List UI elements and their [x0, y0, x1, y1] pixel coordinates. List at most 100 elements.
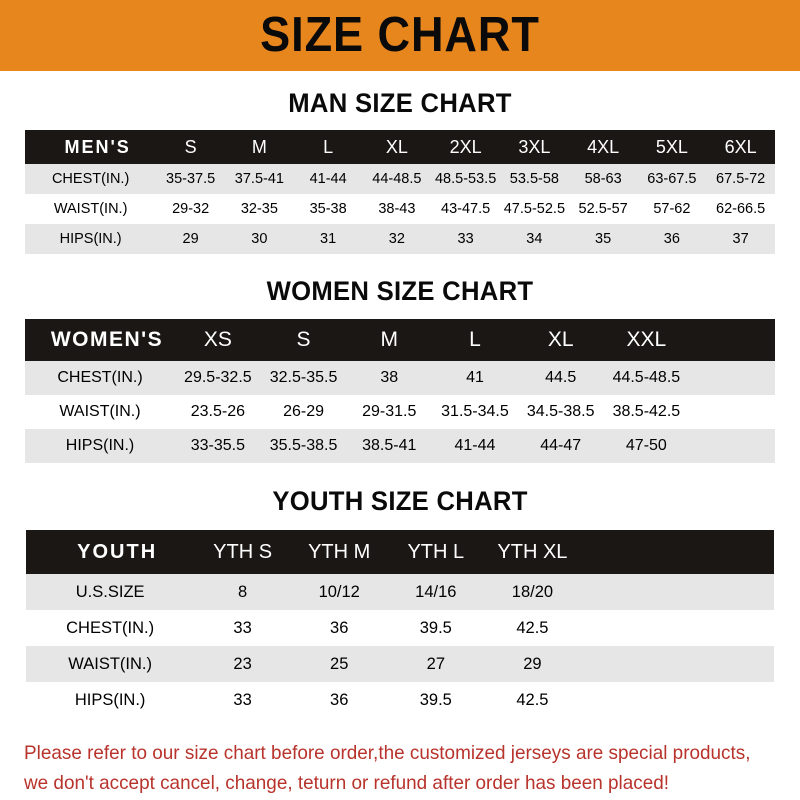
table-cell: 27 — [426, 654, 445, 673]
section-title-youth: YOUTH SIZE CHART — [272, 486, 528, 516]
youth-row-label: U.S.SIZE — [75, 582, 145, 601]
spacer — [0, 515, 800, 530]
order-policy-note-line-1: Please refer to our size chart before or… — [24, 742, 751, 764]
women-table-header-label: WOMEN'S — [25, 319, 175, 361]
table-cell: 43-47.5 — [441, 201, 491, 217]
table-cell: 41 — [466, 369, 484, 386]
table-cell: 18/20 — [511, 582, 554, 601]
table-row: WAIST(IN.) 23 25 27 29 — [26, 646, 774, 682]
table-cell: 29.5-32.5 — [184, 369, 252, 386]
men-size-header-4: XL — [362, 130, 432, 164]
table-cell-empty — [689, 361, 775, 395]
table-cell: 44.5 — [545, 369, 577, 386]
table-cell: 34.5-38.5 — [526, 403, 595, 420]
table-cell: 34 — [526, 231, 543, 247]
youth-size-table-wrap: YOUTH YTH S YTH M YTH L YTH XL U.S.SIZE 8 10/1… — [26, 530, 774, 718]
youth-row-label: HIPS(IN.) — [74, 690, 146, 709]
youth-table-header-label: YOUTH — [26, 530, 195, 574]
table-cell-empty — [677, 574, 774, 610]
table-cell: 35-37.5 — [166, 171, 216, 187]
men-table-header-row: MEN'S S M L XL 2XL 3XL 4XL 5XL 6XL — [25, 130, 775, 164]
table-cell: 36 — [330, 690, 349, 709]
table-cell: 31.5-34.5 — [441, 403, 509, 420]
section-youth: YOUTH SIZE CHART YOUTH YTH S YTH M YTH L YTH… — [0, 488, 800, 718]
table-cell: 29 — [182, 231, 199, 247]
men-table-header-label: MEN'S — [25, 130, 157, 164]
table-row: HIPS(IN.) 29 30 31 32 33 34 35 36 37 — [25, 224, 775, 254]
table-cell-empty — [677, 610, 774, 646]
table-cell: 48.5-53.5 — [434, 171, 497, 187]
men-size-header-8: 5XL — [637, 130, 707, 164]
men-size-table-wrap: MEN'S S M L XL 2XL 3XL 4XL 5XL 6XL CHEST(IN.) 35-37… — [25, 130, 775, 254]
table-cell: 58-63 — [584, 171, 622, 187]
table-cell: 32-35 — [240, 201, 278, 217]
women-row-label: CHEST(IN.) — [57, 369, 143, 386]
table-cell: 41-44 — [309, 171, 347, 187]
table-cell: 41-44 — [454, 437, 496, 454]
spacer — [0, 117, 800, 130]
men-size-header-5: 2XL — [431, 130, 500, 164]
table-cell: 39.5 — [419, 618, 452, 637]
table-cell: 31 — [320, 231, 337, 247]
table-cell: 33 — [233, 618, 252, 637]
table-cell: 25 — [330, 654, 349, 673]
table-cell: 35 — [595, 231, 612, 247]
table-cell: 38 — [380, 369, 399, 386]
men-size-table: MEN'S S M L XL 2XL 3XL 4XL 5XL 6XL CHEST(IN.) 35-37… — [25, 130, 775, 254]
spacer — [0, 463, 800, 488]
table-cell-empty — [689, 395, 775, 429]
table-cell: 33-35.5 — [190, 437, 245, 454]
men-row-label: WAIST(IN.) — [53, 201, 128, 217]
youth-size-header-3: YTH L — [387, 530, 485, 574]
table-row: CHEST(IN.) 35-37.5 37.5-41 41-44 44-48.5 48.5… — [25, 164, 775, 194]
table-cell: 23.5-26 — [190, 403, 245, 420]
youth-table-body: YOUTH YTH S YTH M YTH L YTH XL U.S.SIZE 8 10/1… — [26, 530, 774, 718]
table-cell: 42.5 — [516, 618, 549, 637]
table-cell: 29-32 — [172, 201, 210, 217]
youth-size-header-empty — [580, 530, 678, 574]
table-cell: 39.5 — [419, 690, 452, 709]
men-row-label: CHEST(IN.) — [51, 171, 130, 187]
table-cell-empty — [581, 682, 678, 718]
women-row-label: WAIST(IN.) — [59, 403, 141, 420]
spacer — [0, 305, 800, 319]
women-size-header-3: M — [346, 319, 433, 361]
spacer — [0, 254, 800, 278]
men-size-header-3: L — [293, 130, 363, 164]
table-cell: 52.5-57 — [578, 201, 628, 217]
youth-size-table: YOUTH YTH S YTH M YTH L YTH XL U.S.SIZE 8 10/1… — [26, 530, 774, 718]
table-cell: 62-66.5 — [716, 201, 766, 217]
section-title-men: MAN SIZE CHART — [288, 88, 512, 118]
youth-size-header-2: YTH M — [290, 530, 388, 574]
table-cell: 63-67.5 — [647, 171, 697, 187]
page-title: SIZE CHART — [260, 8, 540, 62]
table-cell: 38-43 — [378, 201, 416, 217]
table-cell: 35-38 — [309, 201, 347, 217]
table-row: HIPS(IN.) 33 36 39.5 42.5 — [26, 682, 774, 718]
men-size-header-1: S — [156, 130, 225, 164]
table-cell: 10/12 — [318, 582, 360, 601]
table-cell-empty — [581, 574, 678, 610]
table-cell: 37 — [732, 231, 749, 247]
table-cell-empty — [581, 646, 678, 682]
table-cell-empty — [677, 646, 774, 682]
table-row: WAIST(IN.) 29-32 32-35 35-38 38-43 43-47.5 47.… — [25, 194, 775, 224]
table-cell: 44.5-48.5 — [612, 369, 681, 386]
table-cell: 38.5-42.5 — [612, 403, 681, 420]
men-size-header-6: 3XL — [500, 130, 569, 164]
section-men: MAN SIZE CHART MEN'S S M L XL 2XL 3XL 4XL 5XL 6XL… — [0, 90, 800, 254]
men-table-body: MEN'S S M L XL 2XL 3XL 4XL 5XL 6XL CHEST(IN.) 35-37… — [25, 130, 775, 254]
table-cell: 36 — [330, 618, 349, 637]
youth-size-header-4: YTH XL — [484, 530, 581, 574]
table-row: U.S.SIZE 8 10/12 14/16 18/20 — [26, 574, 774, 610]
table-cell: 44-47 — [540, 437, 582, 454]
women-row-label: HIPS(IN.) — [65, 437, 135, 454]
women-size-header-5: XL — [517, 319, 604, 361]
table-cell: 8 — [238, 582, 248, 601]
women-size-header-2: S — [260, 319, 347, 361]
youth-table-header-row: YOUTH YTH S YTH M YTH L YTH XL — [26, 530, 774, 574]
men-row-label: HIPS(IN.) — [59, 231, 122, 247]
table-row: HIPS(IN.) 33-35.5 35.5-38.5 38.5-41 41-44 44-… — [25, 429, 775, 463]
table-cell: 14/16 — [415, 582, 457, 601]
